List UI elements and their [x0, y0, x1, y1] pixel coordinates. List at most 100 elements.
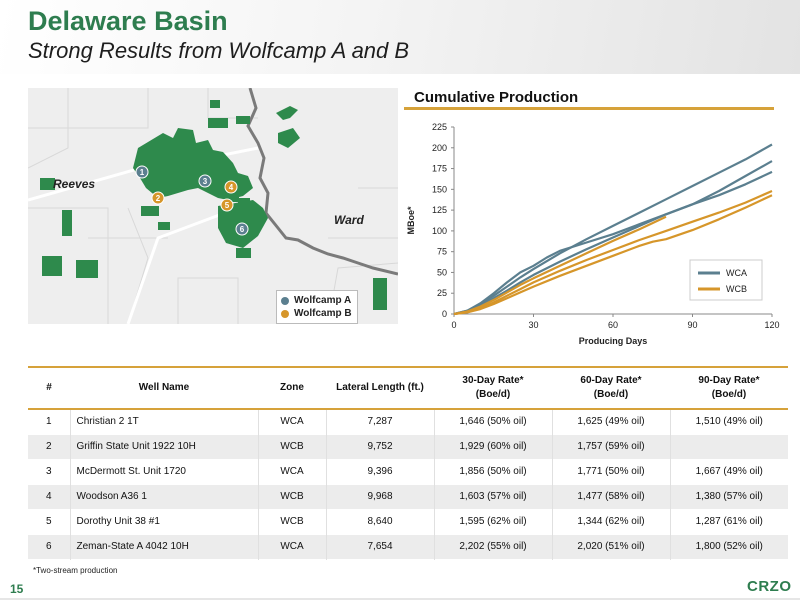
- y-tick-label: 0: [442, 309, 447, 319]
- cell-lateral-length: 8,640: [326, 509, 435, 534]
- cell-30-day-rate: 1,929 (60% oil): [434, 434, 553, 459]
- well-marker-label: 4: [229, 183, 234, 192]
- table-row: 2 Griffin State Unit 1922 10H WCB 9,752 1,92…: [28, 434, 788, 459]
- cell-lateral-length: 9,396: [326, 459, 435, 484]
- y-tick-label: 225: [432, 122, 447, 132]
- legend-label-wca: WCA: [726, 268, 747, 278]
- chart-title-rule: [404, 107, 774, 110]
- table-row: 3 McDermott St. Unit 1720 WCA 9,396 1,856 (5…: [28, 459, 788, 484]
- series-line-wcb: [453, 194, 773, 316]
- series-line-wcb: [453, 215, 667, 316]
- cumulative-production-chart: 0 25 50 75 100 125 150 175 200 225 0 30 60 90 120 Produ…: [400, 110, 790, 350]
- table-row: 6 Zeman-State A 4042 10H WCA 7,654 2,202 (55…: [28, 534, 788, 559]
- y-tick-label: 100: [432, 226, 447, 236]
- y-tick-label: 25: [437, 288, 447, 298]
- cell-60-day-rate: 1,771 (50% oil): [552, 459, 671, 484]
- series-line-wca: [453, 170, 773, 316]
- chart-legend: [689, 259, 763, 301]
- slide-header: Delaware Basin Strong Results from Wolfc…: [0, 0, 800, 74]
- cell-zone: WCB: [258, 434, 327, 459]
- table-row: 5 Dorothy Unit 38 #1 WCB 8,640 1,595 (62% oi…: [28, 509, 788, 534]
- cell-90-day-rate: 1,510 (49% oil): [695, 416, 763, 428]
- cell-30-day-rate: 1,603 (57% oil): [434, 484, 553, 509]
- wca-dot-icon: [281, 296, 289, 305]
- cell-60-day-rate: 1,625 (49% oil): [552, 409, 671, 434]
- cell-well-name: Griffin State Unit 1922 10H: [70, 434, 259, 459]
- wcb-dot-icon: [281, 309, 289, 318]
- x-tick-label: 30: [528, 320, 538, 330]
- cell-90-day-rate: 1,380 (57% oil): [695, 491, 763, 502]
- header-30-day-rate: 30-Day Rate* (Boe/d): [462, 375, 524, 400]
- cell-30-day-rate: 1,646 (50% oil): [434, 409, 553, 434]
- cell-number: 4: [28, 484, 71, 509]
- footer-bar: [0, 598, 800, 600]
- cell-lateral-length: 7,654: [326, 534, 435, 559]
- company-logo: CRZO: [747, 578, 792, 595]
- y-axis-title: MBoe*: [406, 206, 416, 234]
- chart-title: Cumulative Production: [414, 89, 579, 106]
- cell-60-day-rate: 1,757 (59% oil): [552, 434, 671, 459]
- cell-lateral-length: 9,752: [326, 434, 435, 459]
- cell-90-day-rate: 1,287 (61% oil): [695, 516, 763, 527]
- well-marker-3[interactable]: [198, 174, 212, 188]
- well-marker-label: 2: [156, 194, 161, 203]
- cell-60-day-rate: 2,020 (51% oil): [552, 534, 671, 559]
- header-well-name: Well Name: [138, 382, 190, 393]
- cell-zone: WCA: [258, 409, 327, 434]
- cell-90-day-rate: 1,667 (49% oil): [695, 466, 763, 477]
- map-legend-item-wca: Wolfcamp A: [281, 294, 353, 307]
- well-marker-6[interactable]: [235, 222, 249, 236]
- y-tick-label: 150: [432, 184, 447, 194]
- well-results-table: # Well Name Zone Lateral Length (ft.) 30…: [28, 366, 788, 560]
- table-header-row: # Well Name Zone Lateral Length (ft.) 30…: [28, 367, 788, 409]
- cell-number: 5: [28, 509, 71, 534]
- series-line-wca: [453, 160, 773, 316]
- well-marker-4[interactable]: [224, 180, 238, 194]
- cell-lateral-length: 7,287: [326, 409, 435, 434]
- cell-number: 3: [28, 459, 71, 484]
- cell-number: 6: [28, 534, 71, 559]
- chart-canvas: 0 25 50 75 100 125 150 175 200 225 0 30 60 90 120 Produ…: [406, 122, 780, 346]
- county-label-ward: Ward: [334, 213, 364, 227]
- map-legend-item-wcb: Wolfcamp B: [281, 307, 353, 320]
- cell-well-name: McDermott St. Unit 1720: [70, 459, 259, 484]
- well-marker-1[interactable]: [135, 165, 149, 179]
- series-line-wcb: [453, 189, 773, 316]
- x-tick-label: 90: [687, 320, 697, 330]
- cell-30-day-rate: 1,856 (50% oil): [434, 459, 553, 484]
- map-canvas: Reeves Ward 1 2 3 4 5 6: [28, 88, 398, 324]
- cell-30-day-rate: 1,595 (62% oil): [434, 509, 553, 534]
- y-tick-label: 125: [432, 205, 447, 215]
- header-90-day-rate: 90-Day Rate* (Boe/d): [698, 375, 760, 400]
- x-tick-label: 0: [451, 320, 456, 330]
- page-number: 15: [10, 582, 24, 596]
- well-marker-5[interactable]: [220, 198, 234, 212]
- slide-title: Delaware Basin: [28, 6, 228, 36]
- cell-30-day-rate: 2,202 (55% oil): [434, 534, 553, 559]
- cell-60-day-rate: 1,477 (58% oil): [552, 484, 671, 509]
- header-zone: Zone: [280, 382, 304, 393]
- y-tick-label: 175: [432, 164, 447, 174]
- header-60-day-rate: 60-Day Rate* (Boe/d): [580, 375, 642, 400]
- x-axis-title: Producing Days: [579, 336, 648, 346]
- cell-zone: WCA: [258, 459, 327, 484]
- cell-zone: WCB: [258, 509, 327, 534]
- well-marker-2[interactable]: [151, 191, 165, 205]
- y-tick-label: 75: [437, 247, 447, 257]
- header-number: #: [46, 382, 52, 393]
- county-label-reeves: Reeves: [53, 177, 95, 191]
- cell-well-name: Dorothy Unit 38 #1: [70, 509, 259, 534]
- cell-number: 2: [28, 434, 71, 459]
- cell-lateral-length: 9,968: [326, 484, 435, 509]
- table-row: 1 Christian 2 1T WCA 7,287 1,646 (50% oil) 1,…: [28, 409, 788, 434]
- acreage-map: Reeves Ward 1 2 3 4 5 6: [28, 88, 398, 324]
- footnote: *Two-stream production: [33, 566, 118, 575]
- x-tick-label: 120: [764, 320, 779, 330]
- map-legend-label: Wolfcamp B: [294, 308, 352, 319]
- table-row: 4 Woodson A36 1 WCB 9,968 1,603 (57% oil) 1,4…: [28, 484, 788, 509]
- cell-number: 1: [28, 409, 71, 434]
- well-results-table-wrap: # Well Name Zone Lateral Length (ft.) 30…: [28, 366, 788, 560]
- x-tick-label: 60: [608, 320, 618, 330]
- map-legend-label: Wolfcamp A: [294, 295, 352, 306]
- slide-subtitle: Strong Results from Wolfcamp A and B: [28, 38, 410, 63]
